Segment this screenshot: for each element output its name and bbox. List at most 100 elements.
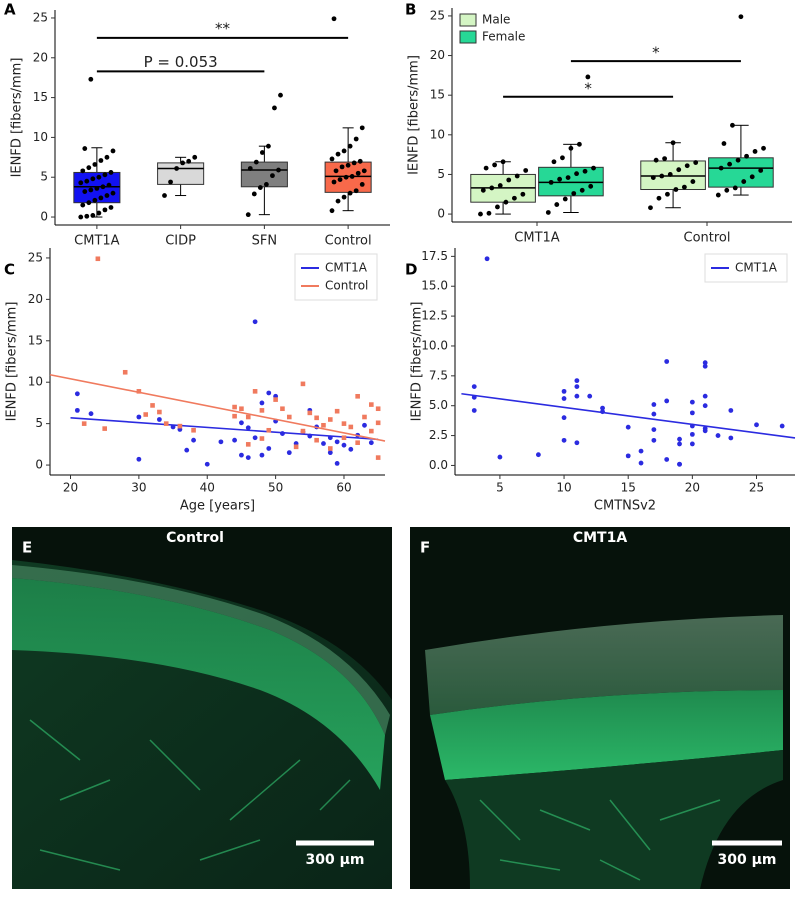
data-point: [585, 74, 591, 80]
data-point: [486, 210, 492, 216]
x-tick-label: CMT1A: [514, 231, 560, 246]
panel-label: F: [420, 539, 430, 557]
x-tick-label: 5: [496, 481, 504, 495]
data-point: [247, 166, 253, 171]
x-tick-label: CIDP: [165, 234, 196, 249]
data-point: [245, 442, 251, 447]
legend-swatch: [459, 30, 477, 44]
data-point: [471, 408, 477, 413]
data-point: [662, 156, 668, 161]
data-point: [484, 256, 490, 262]
data-point: [650, 175, 656, 181]
data-point: [506, 177, 512, 183]
data-point: [749, 174, 755, 180]
data-point: [143, 412, 149, 417]
data-point: [82, 189, 88, 194]
data-point: [362, 414, 367, 420]
data-point: [648, 205, 653, 211]
data-point: [514, 173, 520, 179]
data-point: [368, 440, 374, 446]
data-point: [587, 393, 593, 399]
y-axis-title: IENFD [fibers/mm]: [407, 55, 422, 175]
data-point: [702, 363, 708, 369]
y-tick-label: 15.0: [421, 279, 448, 293]
data-point: [355, 170, 361, 176]
data-point: [348, 446, 354, 452]
y-tick-label: 15: [430, 88, 445, 102]
fit-line: [70, 417, 379, 441]
data-point: [689, 410, 695, 416]
data-point: [186, 158, 192, 164]
legend-swatch: [459, 13, 477, 27]
y-tick-label: 5: [35, 416, 43, 430]
data-point: [136, 456, 142, 462]
data-point: [480, 187, 486, 193]
data-point: [359, 125, 365, 131]
data-point: [728, 408, 734, 413]
data-point: [732, 185, 738, 191]
data-point: [263, 181, 269, 187]
data-point: [495, 204, 500, 210]
significance-label: P = 0.053: [144, 53, 218, 71]
data-point: [280, 406, 285, 412]
data-point: [327, 450, 333, 456]
data-point: [300, 428, 306, 434]
data-point: [574, 384, 580, 389]
data-point: [110, 148, 116, 154]
data-point: [625, 424, 631, 430]
data-point: [638, 460, 644, 466]
data-point: [168, 179, 173, 185]
data-point: [471, 384, 477, 389]
legend-label: Control: [325, 279, 368, 293]
data-point: [92, 197, 98, 203]
data-point: [347, 190, 353, 196]
data-point: [245, 455, 251, 461]
data-point: [88, 76, 94, 82]
data-point: [353, 188, 359, 194]
data-point: [272, 105, 277, 111]
data-point: [574, 171, 579, 177]
data-point: [80, 202, 86, 208]
data-point: [252, 435, 258, 441]
significance-label: **: [215, 19, 231, 37]
data-point: [335, 151, 341, 157]
data-point: [355, 393, 360, 399]
y-tick-label: 0.0: [429, 458, 448, 472]
data-point: [520, 191, 526, 197]
data-point: [664, 398, 670, 404]
data-point: [266, 446, 272, 451]
x-tick-label: CMT1A: [74, 234, 120, 249]
data-point: [98, 158, 104, 163]
panel-label: B: [405, 1, 416, 19]
data-point: [136, 389, 142, 394]
data-point: [253, 159, 259, 165]
data-point: [278, 92, 283, 98]
data-point: [359, 181, 365, 187]
data-point: [600, 405, 605, 411]
data-point: [86, 200, 92, 206]
x-tick-label: 50: [268, 481, 283, 495]
data-point: [341, 194, 347, 200]
y-tick-label: 5: [40, 170, 48, 184]
data-point: [108, 205, 114, 210]
data-point: [483, 165, 489, 171]
panel-label: E: [22, 539, 32, 557]
data-point: [251, 191, 257, 197]
data-point: [191, 437, 196, 443]
data-point: [300, 381, 306, 387]
data-point: [690, 179, 696, 184]
data-point: [689, 441, 695, 447]
data-point: [328, 446, 333, 451]
data-point: [545, 210, 551, 215]
image-title: Control: [166, 530, 224, 546]
data-point: [266, 427, 272, 433]
data-point: [667, 172, 673, 177]
data-point: [84, 178, 90, 184]
data-point: [88, 411, 94, 417]
data-point: [664, 359, 670, 364]
data-point: [349, 174, 355, 179]
data-point: [102, 207, 108, 213]
data-point: [741, 179, 747, 184]
data-point: [651, 437, 657, 443]
data-point: [503, 199, 509, 205]
